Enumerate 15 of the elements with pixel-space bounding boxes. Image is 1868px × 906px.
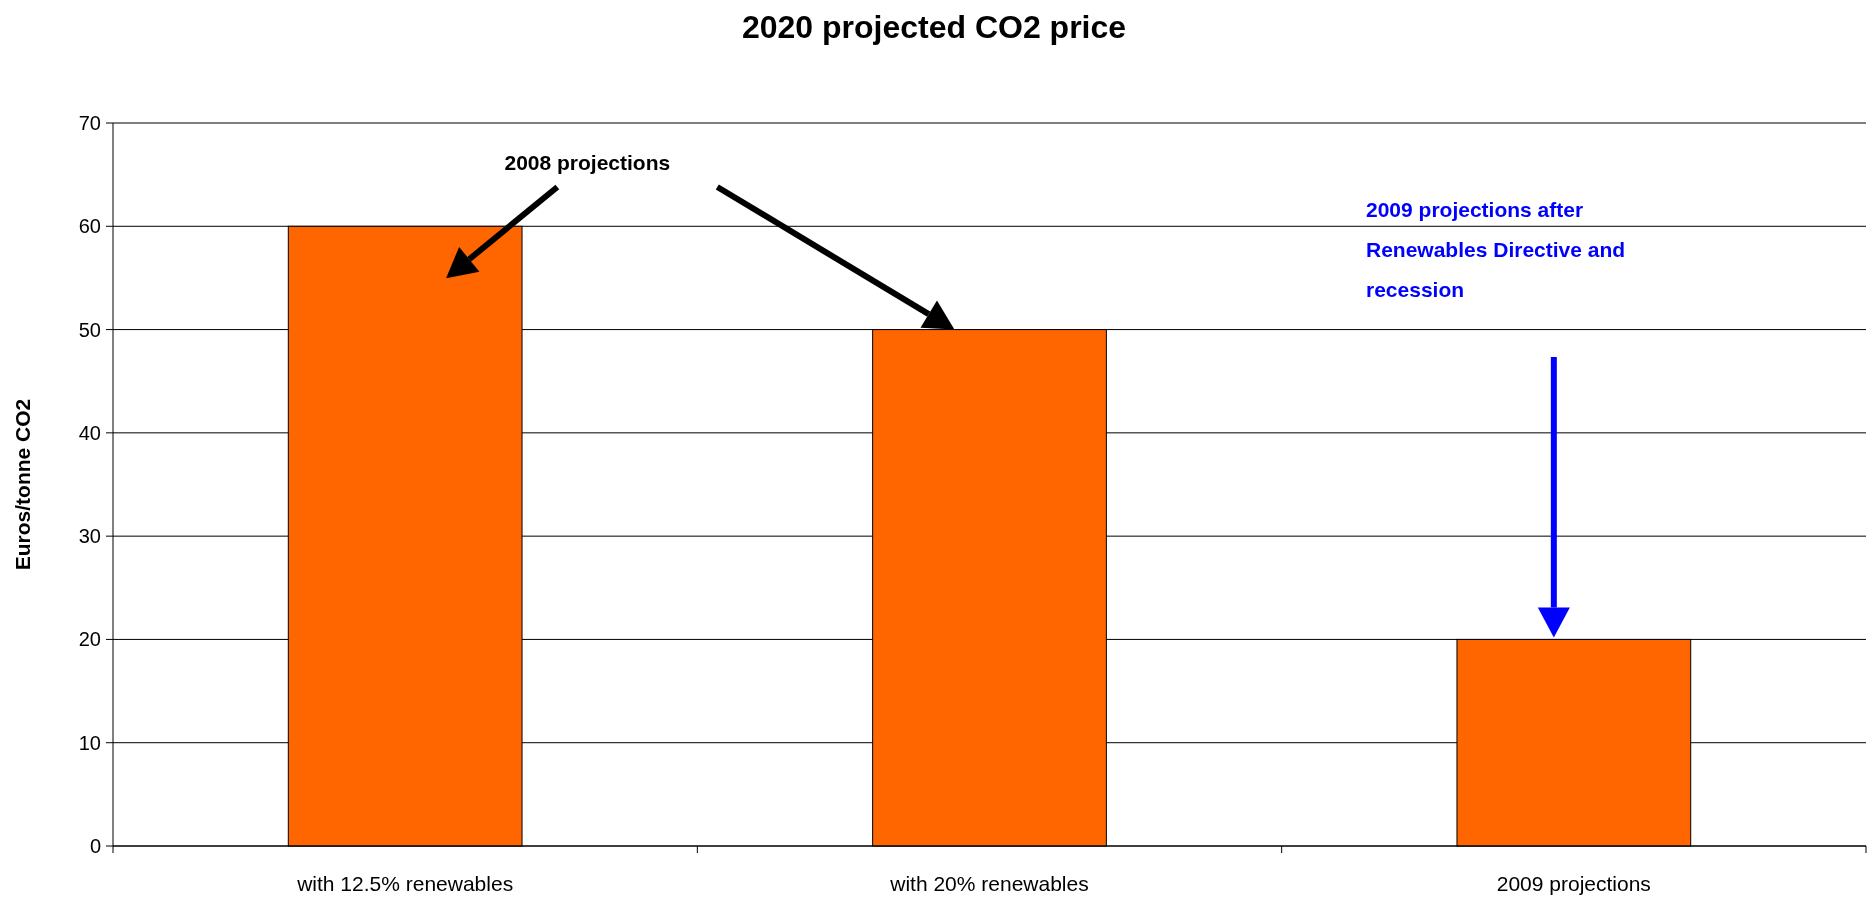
- x-tick-label: with 20% renewables: [889, 872, 1089, 895]
- annotation: 2009 projections after Renewables Directive and recession: [1366, 198, 1626, 301]
- x-tick-label: with 12.5% renewables: [296, 872, 514, 895]
- y-tick-label: 10: [78, 731, 101, 754]
- x-tick-label: 2009 projections: [1496, 872, 1651, 895]
- y-tick-label: 50: [78, 318, 101, 341]
- y-tick-label: 60: [78, 215, 101, 238]
- y-tick-label: 40: [78, 421, 101, 444]
- annotation: 2008 projections: [504, 151, 671, 174]
- chart-title: 2020 projected CO2 price: [741, 9, 1127, 45]
- y-tick-label: 0: [89, 835, 101, 857]
- y-axis-title: Euros/tonne CO2: [11, 398, 34, 571]
- y-tick-label: 70: [78, 112, 101, 134]
- y-tick-label: 30: [78, 525, 101, 548]
- y-tick-label: 20: [78, 628, 101, 651]
